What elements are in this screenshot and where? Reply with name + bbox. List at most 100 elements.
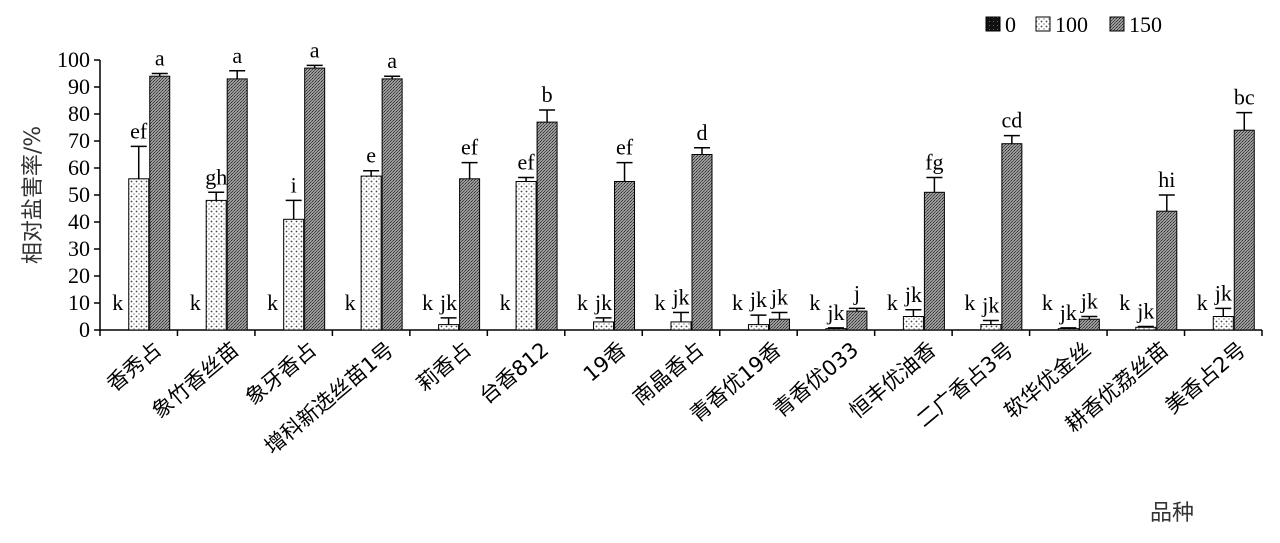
data-label: k — [1042, 290, 1053, 315]
bar-150 — [1233, 129, 1255, 331]
bar-100 — [128, 178, 150, 331]
data-label: jk — [981, 293, 999, 318]
y-tick-label: 90 — [68, 74, 90, 99]
bar-100 — [980, 324, 1002, 331]
data-label: ef — [518, 149, 536, 174]
y-tick-label: 100 — [57, 47, 90, 72]
data-label: jk — [749, 287, 767, 312]
data-label: ef — [616, 135, 634, 160]
data-label: b — [542, 82, 553, 107]
data-label: a — [310, 37, 320, 62]
x-tick-label: 增科新选丝苗1号 — [260, 337, 398, 458]
bar-150 — [846, 310, 868, 331]
bar-150 — [459, 178, 481, 331]
legend: 0 100 150 — [985, 12, 1162, 37]
y-tick-label: 30 — [68, 236, 90, 261]
bar-100 — [1212, 316, 1234, 331]
data-label: k — [887, 290, 898, 315]
bar-150 — [1078, 318, 1100, 331]
y-tick-label: 50 — [68, 182, 90, 207]
data-label: k — [267, 290, 278, 315]
data-label: k — [964, 290, 975, 315]
data-label: k — [655, 290, 666, 315]
y-tick-label: 10 — [68, 290, 90, 315]
bar-100 — [747, 324, 769, 331]
data-label: a — [155, 46, 165, 71]
bar-150 — [691, 154, 713, 331]
data-label: jk — [1136, 298, 1154, 323]
y-axis-title: 相对盐害率/% — [21, 126, 46, 264]
legend-entry: 100 — [1055, 12, 1088, 37]
data-label: e — [366, 143, 376, 168]
data-label: j — [853, 280, 860, 305]
bar-100 — [670, 321, 692, 331]
data-label: jk — [671, 284, 689, 309]
x-tick-label: 台香812 — [475, 337, 553, 408]
data-label: k — [422, 290, 433, 315]
data-label: k — [1197, 290, 1208, 315]
data-label: hi — [1158, 167, 1175, 192]
legend-swatch-100 — [1035, 16, 1051, 32]
y-tick-label: 70 — [68, 128, 90, 153]
x-axis — [99, 329, 1263, 336]
data-label: k — [345, 290, 356, 315]
data-label: gh — [205, 164, 227, 189]
data-label: k — [1119, 290, 1130, 315]
x-tick-label: 香秀占 — [102, 337, 166, 396]
bar-100 — [515, 181, 537, 331]
legend-entry: 0 — [1005, 12, 1016, 37]
bar-100 — [825, 328, 847, 331]
legend-swatch-0 — [985, 16, 1001, 32]
data-label: k — [577, 290, 588, 315]
data-label: jk — [770, 284, 788, 309]
bar-150 — [536, 121, 558, 331]
data-label: ef — [461, 135, 479, 160]
data-label: jk — [1214, 280, 1232, 305]
y-tick-label: 20 — [68, 263, 90, 288]
data-label: ef — [130, 118, 148, 143]
data-label: a — [387, 48, 397, 73]
data-label: k — [500, 290, 511, 315]
legend-entry: 150 — [1129, 12, 1162, 37]
y-tick-label: 0 — [79, 317, 90, 342]
bar-150 — [149, 75, 171, 331]
data-label: a — [232, 43, 242, 68]
bar-150 — [304, 67, 326, 331]
x-axis-title: 品种 — [1150, 501, 1194, 526]
x-tick-label: 象竹香丝苗 — [148, 337, 244, 423]
data-label: k — [809, 290, 820, 315]
data-label: i — [291, 172, 297, 197]
data-label: jk — [1059, 300, 1077, 325]
data-label: bc — [1234, 85, 1255, 110]
bar-100 — [360, 175, 382, 331]
bar-150 — [226, 78, 248, 331]
bar-100 — [1057, 328, 1079, 331]
bar-150 — [614, 181, 636, 331]
bar-150 — [768, 318, 790, 331]
bar-100 — [438, 324, 460, 331]
x-tick-label: 美香占2号 — [1160, 337, 1250, 418]
data-label: jk — [826, 300, 844, 325]
data-label: jk — [904, 282, 922, 307]
bar-100 — [1135, 326, 1157, 331]
data-label: cd — [1001, 108, 1022, 133]
data-label: k — [190, 290, 201, 315]
y-tick-label: 80 — [68, 101, 90, 126]
bar-100 — [283, 218, 305, 331]
bar-150 — [1001, 143, 1023, 331]
data-label: fg — [925, 149, 943, 174]
data-label: k — [732, 290, 743, 315]
legend-swatch-150 — [1109, 16, 1125, 32]
bar-100 — [902, 316, 924, 331]
data-label: jk — [439, 290, 457, 315]
x-tick-label: 19香 — [579, 337, 631, 386]
data-label: k — [112, 290, 123, 315]
bar-150 — [381, 78, 403, 331]
data-label: jk — [594, 290, 612, 315]
y-tick-label: 40 — [68, 209, 90, 234]
bar-150 — [923, 191, 945, 331]
y-tick-label: 60 — [68, 155, 90, 180]
